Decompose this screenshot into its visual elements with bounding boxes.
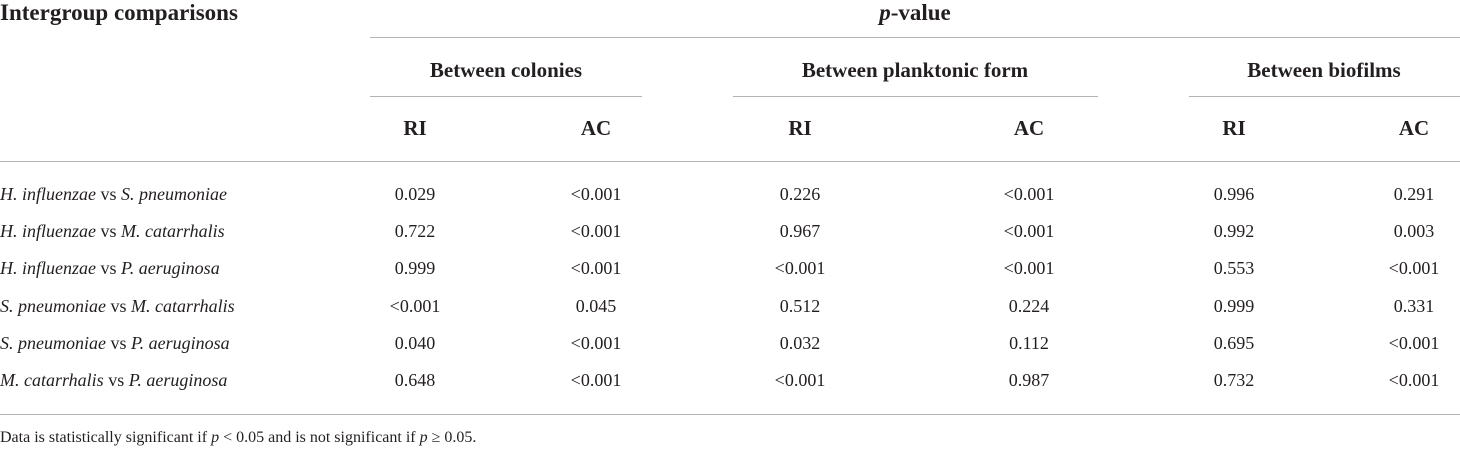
p-value-cell: <0.001 <box>1003 184 1055 204</box>
p-value-cell: 0.226 <box>779 184 821 204</box>
p-value-cell: 0.967 <box>779 221 821 242</box>
group-header-planktonic: Between planktonic form <box>801 58 1029 82</box>
subcol-ac: AC <box>580 116 612 140</box>
species-b: P. aeruginosa <box>121 258 220 279</box>
p-value-cell: 0.331 <box>1393 295 1435 316</box>
species-b: P. aeruginosa <box>131 332 230 353</box>
comparison-label: H. influenzae vs S. pneumoniae <box>0 184 227 205</box>
p-value-cell: <0.001 <box>570 221 622 242</box>
p-symbol: p <box>419 429 428 446</box>
colonies-rule <box>370 96 642 97</box>
footnote-text: < 0.05 and is not significant if <box>219 429 420 446</box>
footnote-text: Data is statistically significant if <box>0 429 212 446</box>
species-b: S. pneumoniae <box>121 184 227 204</box>
species-b: M. catarrhalis <box>131 295 235 316</box>
species-a: S. pneumoniae <box>0 332 106 353</box>
p-value-cell: 0.992 <box>1213 221 1255 242</box>
group-header-biofilms: Between biofilms <box>1247 58 1401 82</box>
vs-text: vs <box>105 295 131 316</box>
p-value-header: p-value <box>879 0 951 26</box>
p-value-cell: 0.003 <box>1393 221 1435 242</box>
p-value-cell: <0.001 <box>389 295 441 316</box>
p-symbol: p <box>211 429 220 446</box>
p-value-cell: <0.001 <box>570 370 622 390</box>
vs-text: vs <box>96 258 122 279</box>
p-value-cell: <0.001 <box>570 184 622 204</box>
p-value-rule <box>370 37 1460 38</box>
p-symbol: p <box>879 0 891 25</box>
comparison-label: S. pneumoniae vs P. aeruginosa <box>0 333 230 354</box>
vs-text: vs <box>105 332 131 353</box>
p-value-cell: <0.001 <box>774 370 826 390</box>
vs-text: vs <box>96 221 122 242</box>
comparison-label: M. catarrhalis vs P. aeruginosa <box>0 370 227 391</box>
comparison-label: H. influenzae vs P. aeruginosa <box>0 258 220 279</box>
subcol-ac: AC <box>1013 116 1045 140</box>
biofilms-rule <box>1189 96 1460 97</box>
bottom-rule <box>0 414 1460 415</box>
p-value-cell: 0.032 <box>779 332 821 353</box>
intergroup-comparisons-header: Intergroup comparisons <box>0 0 238 25</box>
species-a: S. pneumoniae <box>0 295 106 316</box>
header-rule <box>0 161 1460 162</box>
p-value-cell: 0.045 <box>575 295 617 316</box>
footnote: Data is statistically significant if p <… <box>0 429 476 447</box>
p-value-cell: <0.001 <box>1003 221 1055 242</box>
planktonic-rule <box>733 96 1098 97</box>
p-value-cell: 0.999 <box>1213 295 1255 316</box>
p-value-cell: <0.001 <box>570 258 622 279</box>
species-a: H. influenzae <box>0 221 96 242</box>
p-value-cell: 0.029 <box>394 184 436 204</box>
p-value-cell: 0.512 <box>779 295 821 316</box>
comparison-label: S. pneumoniae vs M. catarrhalis <box>0 296 235 317</box>
p-value-cell: <0.001 <box>1388 370 1440 390</box>
species-a: M. catarrhalis <box>0 370 104 390</box>
subcol-ac: AC <box>1398 116 1430 140</box>
p-value-cell: <0.001 <box>1003 258 1055 279</box>
p-value-suffix: -value <box>890 0 951 25</box>
p-value-cell: 0.224 <box>1008 295 1050 316</box>
p-value-cell: 0.987 <box>1008 370 1050 390</box>
subcol-ri: RI <box>1222 116 1246 140</box>
group-header-colonies: Between colonies <box>429 58 583 82</box>
footnote-text: ≥ 0.05. <box>427 429 477 446</box>
p-value-cell: <0.001 <box>570 332 622 353</box>
p-value-cell: <0.001 <box>1388 258 1440 279</box>
vs-text: vs <box>103 370 129 390</box>
p-value-cell: 0.999 <box>394 258 436 279</box>
p-value-cell: 0.996 <box>1213 184 1255 204</box>
vs-text: vs <box>96 184 122 204</box>
subcol-ri: RI <box>403 116 427 140</box>
p-value-cell: 0.732 <box>1213 370 1255 390</box>
p-value-cell: 0.648 <box>394 370 436 390</box>
species-a: H. influenzae <box>0 258 96 279</box>
species-b: P. aeruginosa <box>128 370 228 390</box>
species-a: H. influenzae <box>0 184 96 204</box>
species-b: M. catarrhalis <box>121 221 225 242</box>
comparison-label: H. influenzae vs M. catarrhalis <box>0 221 225 242</box>
p-value-cell: 0.695 <box>1213 332 1255 353</box>
p-value-cell: 0.553 <box>1213 258 1255 279</box>
p-value-cell: <0.001 <box>1388 332 1440 353</box>
subcol-ri: RI <box>788 116 812 140</box>
p-value-cell: 0.040 <box>394 332 436 353</box>
p-value-cell: <0.001 <box>774 258 826 279</box>
p-value-cell: 0.722 <box>394 221 436 242</box>
p-value-cell: 0.291 <box>1393 184 1435 204</box>
p-value-cell: 0.112 <box>1009 332 1049 353</box>
